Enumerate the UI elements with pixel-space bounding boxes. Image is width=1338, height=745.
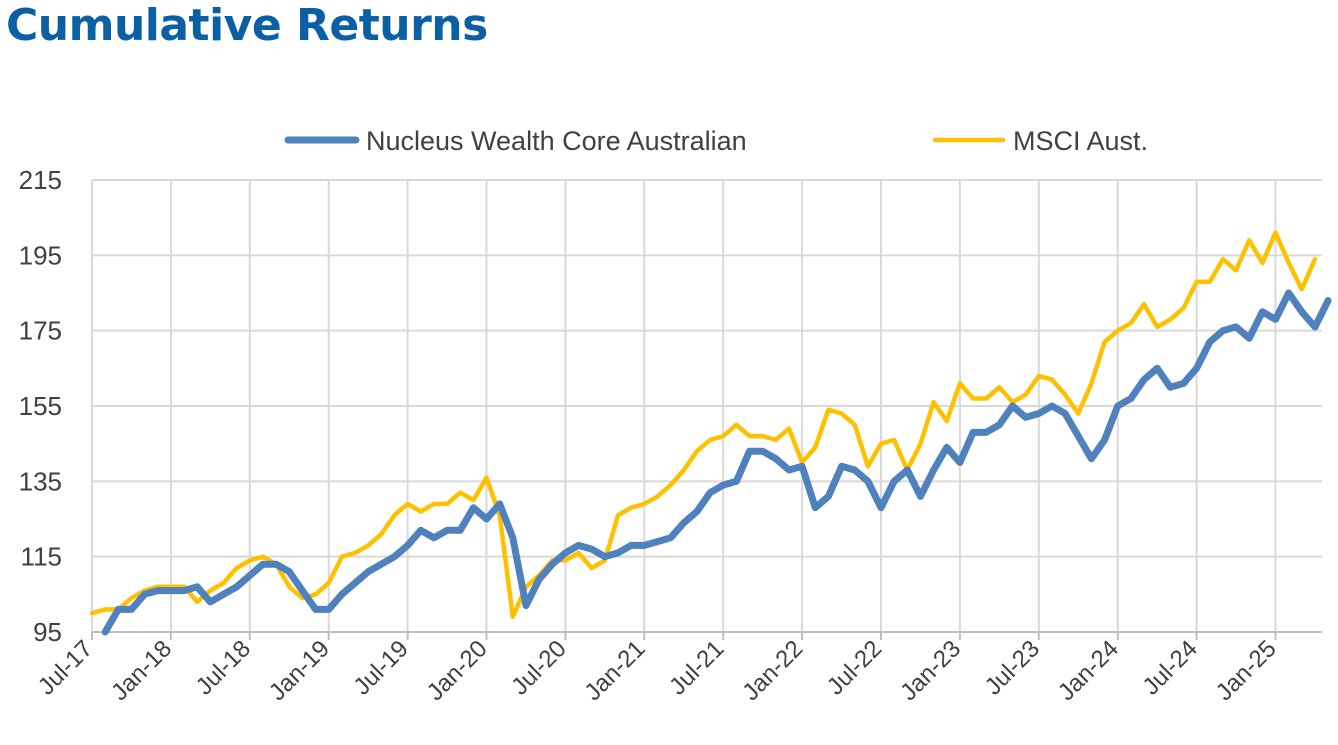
x-tick-label: Jul-22 (822, 635, 887, 700)
legend-label: MSCI Aust. (1013, 126, 1148, 156)
x-tick-label: Jan-22 (737, 635, 808, 706)
x-tick-label: Jul-21 (664, 635, 729, 700)
y-tick-label: 175 (19, 316, 62, 346)
y-tick-label: 115 (21, 542, 62, 572)
x-tick-label: Jan-24 (1053, 635, 1124, 706)
x-tick-label: Jan-23 (895, 635, 966, 706)
x-tick-label: Jul-19 (349, 635, 414, 700)
chart-title: Cumulative Returns (6, 0, 488, 51)
y-tick-label: 95 (33, 617, 62, 647)
legend-label: Nucleus Wealth Core Australian (366, 126, 747, 156)
x-tick-label: Jul-23 (980, 635, 1045, 700)
x-tick-label: Jan-20 (422, 635, 493, 706)
x-tick-label: Jul-18 (191, 635, 256, 700)
series-line-nucleus (101, 289, 1332, 636)
x-tick-label: Jul-24 (1138, 635, 1203, 700)
x-tick-label: Jan-25 (1211, 635, 1282, 706)
x-tick-label: Jan-19 (264, 635, 335, 706)
y-tick-label: 155 (19, 391, 62, 421)
y-tick-label: 135 (19, 466, 62, 496)
x-tick-label: Jan-18 (106, 635, 177, 706)
x-tick-label: Jul-20 (506, 635, 571, 700)
y-tick-label: 195 (19, 240, 62, 270)
y-tick-label: 215 (19, 165, 62, 195)
series-line-msci (89, 230, 1318, 620)
x-tick-label: Jan-21 (580, 635, 651, 706)
